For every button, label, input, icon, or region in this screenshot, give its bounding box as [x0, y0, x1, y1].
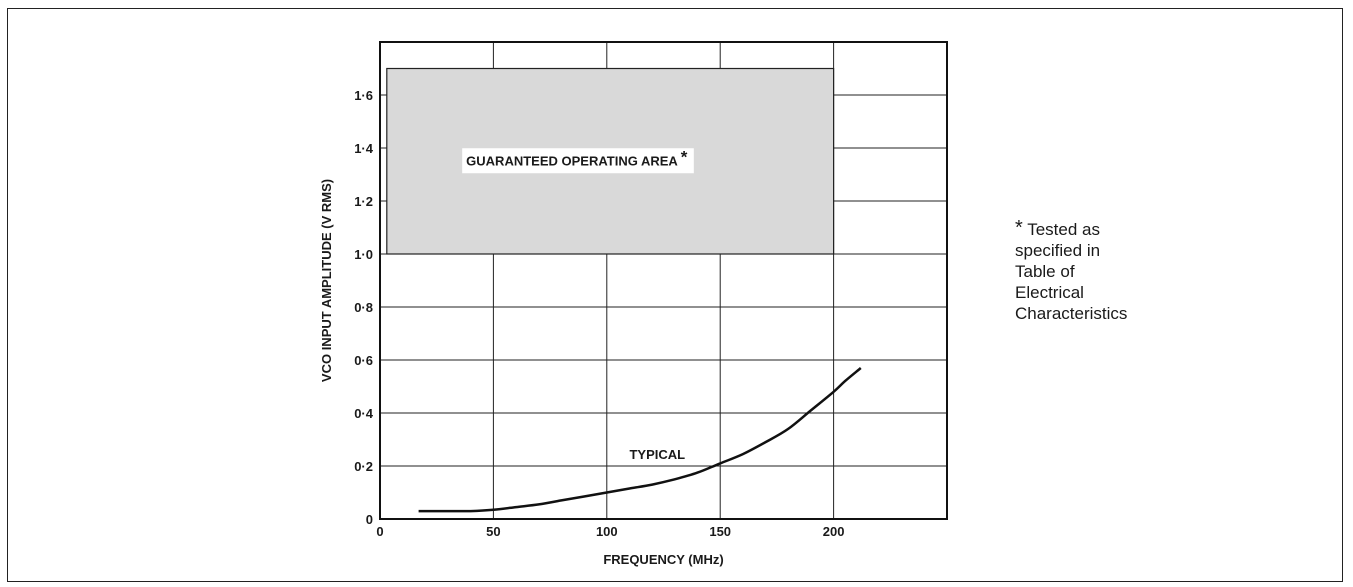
y-tick-label: 1·0: [354, 247, 373, 262]
x-tick-label: 50: [486, 524, 500, 539]
y-tick-label: 1·2: [354, 194, 373, 209]
y-tick-label: 1·6: [354, 88, 373, 103]
footnote-line-5: Characteristics: [1015, 304, 1128, 323]
y-tick-label: 0·4: [354, 406, 374, 421]
x-tick-label: 200: [823, 524, 845, 539]
y-tick-label: 1·4: [354, 141, 374, 156]
footnote-line-3: Table of: [1015, 262, 1075, 281]
y-tick-label: 0·6: [354, 353, 373, 368]
region-label-asterisk: *: [681, 147, 688, 166]
footnote-line-4: Electrical: [1015, 283, 1084, 302]
x-tick-label: 100: [596, 524, 618, 539]
x-tick-label: 0: [376, 524, 383, 539]
x-tick-label: 150: [709, 524, 731, 539]
footnote-line-1: Tested as: [1027, 220, 1100, 239]
footnote-line-2: specified in: [1015, 241, 1101, 260]
region-label-background: [462, 148, 694, 174]
y-tick-labels: 0 0·2 0·4 0·6 0·8 1·0 1·2 1·4 1·6: [354, 88, 374, 527]
x-axis-label: FREQUENCY (MHz): [603, 552, 723, 567]
x-tick-labels: 0 50 100 150 200: [376, 524, 844, 539]
footnote-asterisk: *: [1015, 217, 1023, 239]
plot-border: [379, 41, 948, 520]
y-tick-label: 0·8: [354, 300, 373, 315]
y-tick-label: 0·2: [354, 459, 373, 474]
footnote: * Tested as specified in Table of Electr…: [1015, 217, 1175, 324]
y-axis-label: VCO INPUT AMPLITUDE (V RMS): [319, 179, 334, 382]
figure-frame: [7, 8, 1343, 582]
series-line-typical: [418, 367, 862, 513]
region-label: GUARANTEED OPERATING AREA: [466, 153, 678, 168]
series-label-typical: TYPICAL: [629, 447, 685, 462]
region-label-group: GUARANTEED OPERATING AREA *: [462, 147, 694, 174]
y-tick-label: 0: [366, 512, 373, 527]
